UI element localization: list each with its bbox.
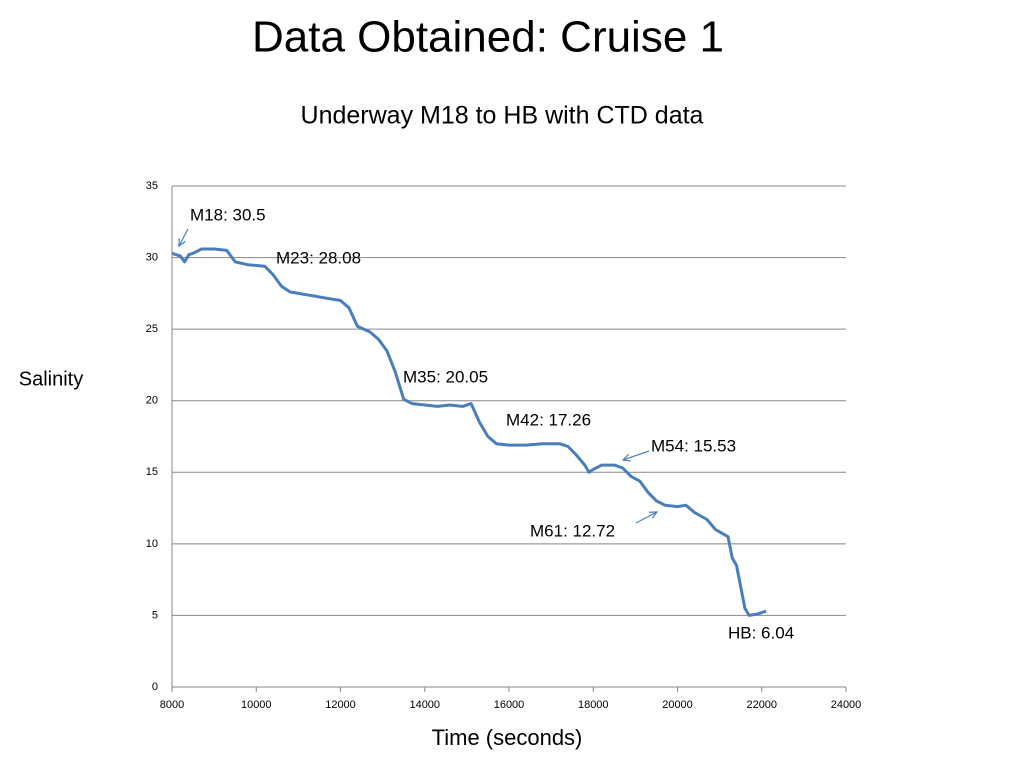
annotation: M54: 15.53	[651, 436, 736, 455]
y-tick-label: 35	[146, 180, 158, 192]
x-tick-label: 18000	[578, 699, 609, 711]
annotation: M35: 20.05	[403, 367, 488, 386]
slide-title: Data Obtained: Cruise 1	[252, 13, 724, 62]
salinity-line	[171, 247, 767, 617]
y-tick-label: 10	[146, 538, 158, 550]
x-tick-label: 20000	[662, 699, 693, 711]
x-tick-label: 22000	[746, 699, 777, 711]
x-tick-label: 24000	[831, 699, 862, 711]
annotation-arrow	[622, 450, 650, 461]
annotation-arrow	[635, 511, 658, 524]
annotation: M23: 28.08	[276, 248, 361, 267]
x-axis-label: Time (seconds)	[432, 725, 583, 750]
arrow-head	[648, 511, 659, 519]
arrow-head	[178, 237, 186, 248]
annotation: HB: 6.04	[728, 623, 794, 642]
y-tick-label: 20	[146, 395, 158, 407]
y-tick-label: 30	[146, 251, 158, 263]
x-tick-label: 14000	[409, 699, 440, 711]
y-tick-label: 15	[146, 466, 158, 478]
y-tick-label: 5	[152, 609, 158, 621]
annotation: M42: 17.26	[506, 410, 591, 429]
annotation: M61: 12.72	[530, 521, 615, 540]
x-tick-label: 10000	[241, 699, 272, 711]
x-tick-label: 16000	[494, 699, 525, 711]
x-tick-label: 8000	[160, 699, 184, 711]
y-tick-label: 25	[146, 323, 158, 335]
arrow-head	[621, 453, 632, 462]
annotation: M18: 30.5	[190, 205, 266, 224]
chart-subtitle: Underway M18 to HB with CTD data	[301, 102, 704, 130]
y-tick-label: 0	[152, 681, 158, 693]
x-tick-label: 12000	[325, 699, 356, 711]
y-axis-label: Salinity	[19, 368, 83, 390]
annotation-arrow	[178, 228, 189, 247]
